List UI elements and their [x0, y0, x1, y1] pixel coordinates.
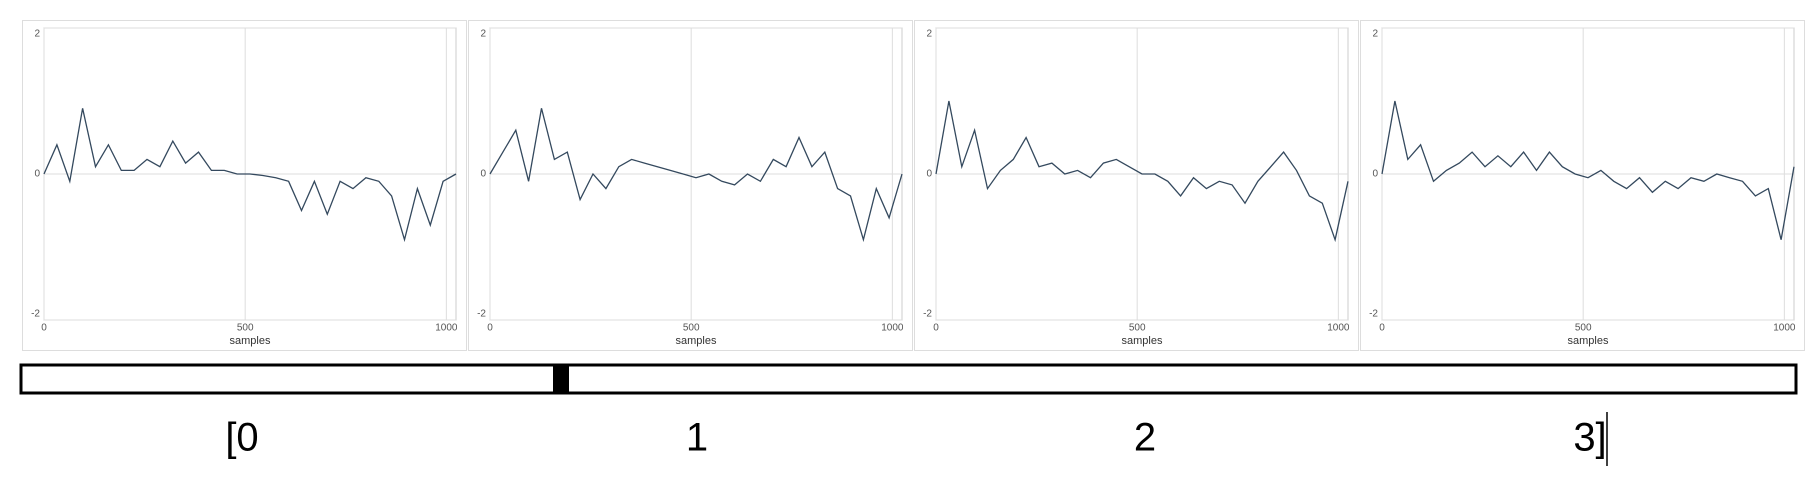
x-tick-label: 1000 [1327, 323, 1350, 334]
chart-panel [22, 20, 467, 351]
x-tick-label: 1000 [1773, 323, 1796, 334]
y-tick-label: 2 [926, 29, 932, 40]
x-tick-label: 0 [1379, 323, 1385, 334]
waveform [43, 108, 457, 243]
slider-label: 1 [686, 416, 708, 460]
chart-panel [914, 20, 1359, 351]
chart-panel [1360, 20, 1805, 351]
slider-handle[interactable] [553, 365, 569, 393]
y-tick-label: 0 [34, 169, 40, 180]
chart-panel [468, 20, 913, 351]
y-tick-label: 0 [1372, 169, 1378, 180]
x-tick-label: 500 [237, 323, 254, 334]
x-tick-label: 0 [487, 323, 493, 334]
x-axis-label: samples [1122, 335, 1163, 347]
waveform [1381, 100, 1795, 240]
x-tick-label: 1000 [881, 323, 904, 334]
x-tick-label: 500 [1575, 323, 1592, 334]
slider-track[interactable] [19, 363, 1798, 395]
y-tick-label: -2 [1369, 309, 1378, 320]
y-tick-label: 2 [480, 29, 486, 40]
x-axis-label: samples [1568, 335, 1609, 347]
waveform [489, 108, 903, 243]
slider-label: [0 [225, 416, 258, 460]
y-tick-label: -2 [923, 309, 932, 320]
x-tick-label: 0 [41, 323, 47, 334]
y-tick-label: -2 [31, 309, 40, 320]
y-tick-label: 2 [34, 29, 40, 40]
slider-label: 3] [1573, 416, 1606, 460]
x-axis-label: samples [676, 335, 717, 347]
y-tick-label: 2 [1372, 29, 1378, 40]
x-tick-label: 0 [933, 323, 939, 334]
y-tick-label: 0 [926, 169, 932, 180]
x-axis-label: samples [230, 335, 271, 347]
y-tick-label: 0 [480, 169, 486, 180]
x-tick-label: 1000 [435, 323, 458, 334]
x-tick-label: 500 [683, 323, 700, 334]
waveform [935, 100, 1349, 243]
slider-label: 2 [1134, 416, 1156, 460]
y-tick-label: -2 [477, 309, 486, 320]
x-tick-label: 500 [1129, 323, 1146, 334]
